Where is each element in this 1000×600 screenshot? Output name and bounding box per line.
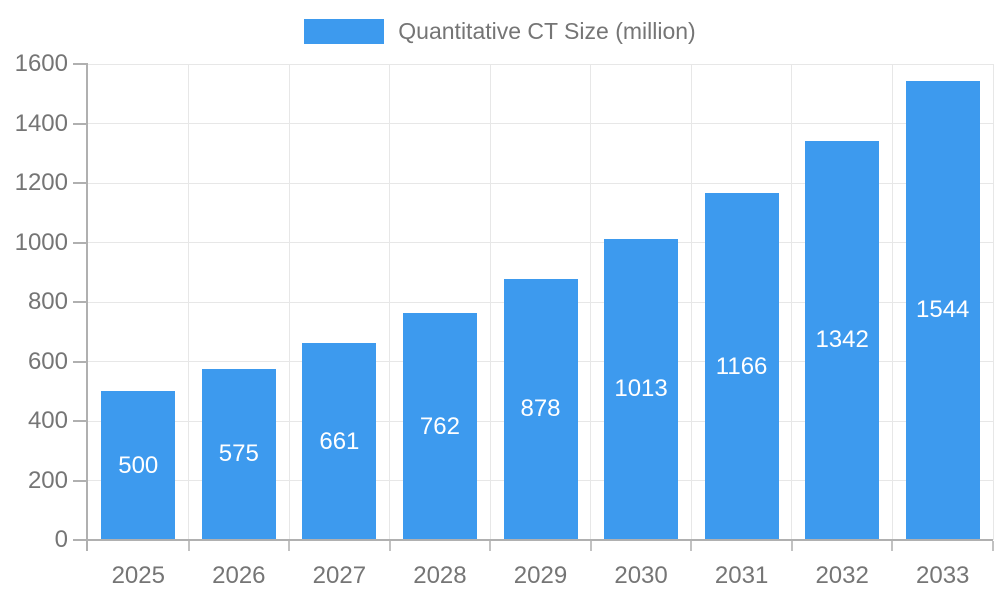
x-axis-label-2032: 2032	[815, 562, 869, 589]
x-axis-label-2026: 2026	[212, 562, 266, 589]
vertical-gridline	[188, 64, 190, 540]
y-axis-label-400: 400	[27, 407, 68, 434]
bar-value-label: 1013	[614, 375, 668, 403]
bar-value-label: 500	[118, 451, 159, 479]
x-axis-tick	[187, 541, 190, 551]
y-axis-label-1000: 1000	[14, 228, 68, 256]
y-axis-tick	[73, 479, 88, 482]
bar-2030[interactable]: 1013	[604, 238, 679, 540]
bar-value-label: 661	[319, 427, 360, 455]
x-axis-tick	[690, 541, 693, 551]
y-axis-line	[86, 64, 88, 551]
bar-value-label: 1342	[815, 326, 869, 354]
vertical-gridline	[489, 64, 491, 540]
y-axis-tick	[73, 360, 88, 363]
bar-2025[interactable]: 500	[101, 391, 176, 540]
horizontal-gridline	[88, 123, 993, 124]
x-axis-label-2033: 2033	[916, 562, 970, 589]
x-axis-tick	[891, 541, 894, 551]
y-axis-label-200: 200	[27, 466, 68, 494]
y-axis-tick	[73, 420, 88, 422]
y-axis-label-1200: 1200	[14, 169, 68, 196]
y-axis-label-1600: 1600	[14, 50, 68, 77]
x-axis-label-2029: 2029	[513, 562, 568, 589]
y-axis-tick	[73, 301, 88, 303]
x-axis-tick	[790, 541, 793, 551]
bar-value-label: 1166	[715, 352, 768, 380]
y-axis-label-1400: 1400	[14, 109, 68, 137]
legend[interactable]: Quantitative CT Size (million)	[0, 18, 1000, 45]
x-axis-label-2031: 2031	[714, 562, 769, 589]
x-axis-label-2030: 2030	[614, 562, 668, 589]
bar-value-label: 1544	[916, 296, 970, 324]
bar-2028[interactable]: 762	[402, 313, 477, 540]
x-axis-label-2025: 2025	[111, 562, 165, 589]
horizontal-gridline	[88, 63, 993, 65]
vertical-gridline	[690, 64, 692, 540]
x-axis-tick	[489, 541, 492, 551]
horizontal-gridline	[88, 182, 993, 184]
x-axis-label-2027: 2027	[312, 562, 367, 589]
bar-2027[interactable]: 661	[302, 343, 377, 540]
vertical-gridline	[791, 64, 793, 540]
y-axis-label-800: 800	[27, 288, 68, 315]
horizontal-gridline	[88, 242, 993, 243]
legend-swatch-icon	[304, 19, 385, 44]
bar-value-label: 575	[218, 440, 259, 468]
x-axis-tick	[288, 541, 291, 551]
vertical-gridline	[992, 64, 994, 540]
y-axis-tick	[73, 182, 88, 184]
vertical-gridline	[590, 64, 592, 540]
legend-label: Quantitative CT Size (million)	[398, 18, 696, 44]
y-axis-label-600: 600	[27, 347, 68, 375]
x-axis-tick	[589, 541, 592, 551]
y-axis-tick	[73, 241, 88, 244]
x-axis-tick	[992, 541, 994, 551]
y-axis-tick	[73, 122, 88, 125]
bar-2032[interactable]: 1342	[805, 140, 880, 540]
bar-2031[interactable]: 1166	[704, 193, 779, 540]
bar-2033[interactable]: 1544	[905, 80, 980, 540]
bar-value-label: 878	[520, 395, 561, 423]
bar-2029[interactable]: 878	[503, 278, 578, 540]
bar-2026[interactable]: 575	[201, 368, 276, 540]
vertical-gridline	[389, 64, 391, 540]
bar-value-label: 762	[419, 412, 460, 440]
x-axis-line	[88, 539, 993, 541]
y-axis-tick	[73, 63, 88, 65]
x-axis-label-2028: 2028	[413, 562, 467, 589]
x-axis-tick	[388, 541, 391, 551]
vertical-gridline	[288, 64, 290, 540]
y-axis-tick	[73, 539, 88, 541]
y-axis-label-0: 0	[54, 526, 68, 553]
vertical-gridline	[891, 64, 893, 540]
